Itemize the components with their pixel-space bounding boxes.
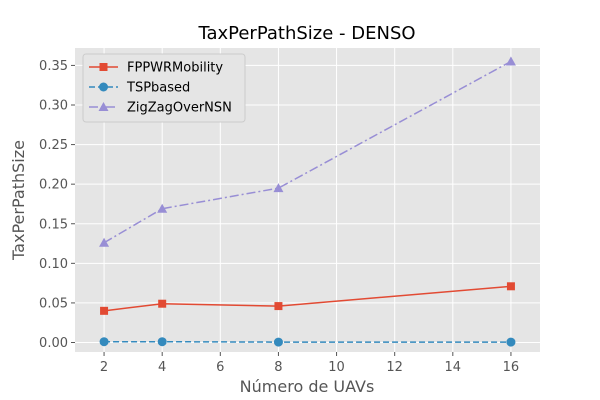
legend-label-fppwrmobility: FPPWRMobility: [127, 61, 223, 76]
legend: FPPWRMobility TSPbased ZigZagOverNSN: [82, 53, 246, 123]
series-tspbased: [99, 337, 516, 347]
legend-label-zigzagovernsn: ZigZagOverNSN: [127, 101, 232, 116]
y-tick-label: 0.15: [39, 217, 68, 232]
series-group: [99, 56, 516, 347]
x-tick-label: 6: [216, 360, 224, 375]
legend-marker-tspbased: [99, 82, 108, 92]
series-line-zigzagovernsn: [103, 60, 512, 244]
y-tick-label: 0.00: [39, 336, 68, 351]
series-zigzagovernsn: [99, 56, 516, 247]
legend-marker-zigzagovernsn: [98, 102, 109, 111]
x-axis-ticks: 2 4 6 8 10 12 14 16: [100, 352, 519, 375]
y-tick-label: 0.05: [39, 296, 68, 311]
y-axis-ticks: 0.00 0.05 0.10 0.15 0.20 0.25 0.30 0.35: [39, 59, 75, 351]
data-point-tspbased: [99, 337, 109, 347]
x-tick-label: 2: [100, 360, 108, 375]
data-point-fppwrmobility: [274, 302, 283, 311]
series-fppwrmobility: [100, 282, 515, 315]
data-point-zigzagovernsn: [99, 237, 110, 247]
chart-title: TaxPerPathSize - DENSO: [197, 23, 415, 44]
y-tick-label: 0.10: [39, 257, 68, 272]
x-tick-label: 14: [445, 360, 462, 375]
data-point-zigzagovernsn: [505, 56, 516, 66]
data-point-zigzagovernsn: [157, 203, 168, 213]
y-tick-label: 0.35: [39, 59, 68, 74]
x-tick-label: 16: [503, 360, 520, 375]
data-point-zigzagovernsn: [273, 183, 284, 193]
data-point-fppwrmobility: [100, 306, 109, 315]
data-point-fppwrmobility: [506, 282, 515, 291]
data-point-tspbased: [273, 337, 283, 347]
x-axis-label: Número de UAVs: [240, 377, 375, 396]
x-tick-label: 10: [328, 360, 345, 375]
legend-box: [82, 53, 246, 123]
y-tick-label: 0.20: [39, 178, 68, 193]
legend-marker-fppwrmobility: [99, 63, 108, 71]
y-axis-label: TaxPerPathSize: [9, 140, 28, 261]
series-line-fppwrmobility: [103, 285, 512, 312]
data-point-tspbased: [157, 337, 167, 347]
data-point-fppwrmobility: [158, 299, 167, 308]
x-tick-label: 4: [158, 360, 166, 375]
data-point-tspbased: [506, 337, 516, 347]
x-tick-label: 12: [386, 360, 403, 375]
y-tick-label: 0.25: [39, 138, 68, 153]
y-tick-label: 0.30: [39, 99, 68, 114]
legend-label-tspbased: TSPbased: [126, 81, 190, 96]
x-tick-label: 8: [274, 360, 282, 375]
